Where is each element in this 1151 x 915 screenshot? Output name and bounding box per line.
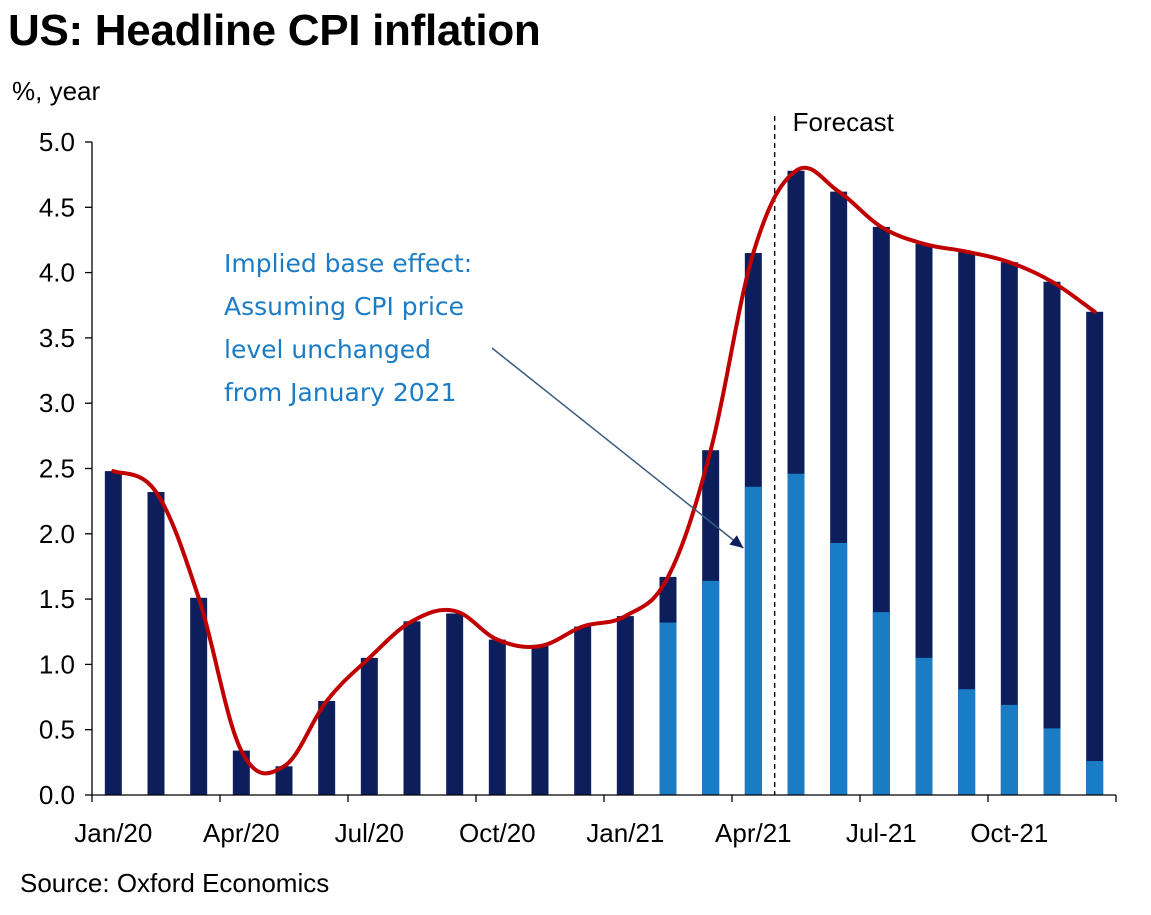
headline-bar-jan-21: [616, 616, 634, 795]
y-tick-label: 3.0: [39, 388, 75, 418]
y-tick-label: 2.5: [39, 454, 75, 484]
base-effect-bar-apr-21: [744, 486, 762, 795]
base-effect-bar-dec-21: [1086, 761, 1104, 795]
headline-bar-oct-21: [1000, 262, 1018, 796]
annotation-line-2: Assuming CPI price: [224, 292, 464, 321]
headline-bar-sep-21: [958, 251, 976, 796]
base-effect-bar-jul-21: [872, 612, 890, 795]
annotation-line-1: Implied base effect:: [224, 249, 472, 278]
headline-bar-dec-20: [574, 626, 592, 795]
forecast-marker: Forecast: [773, 107, 895, 795]
y-tick-label: 0.5: [39, 715, 75, 745]
base-effect-bar-feb-21: [659, 622, 677, 795]
headline-bar-oct-20: [488, 639, 506, 795]
y-tick-label: 4.5: [39, 192, 75, 222]
x-tick-label: Jan/21: [586, 818, 664, 848]
headline-bar-jun-20: [318, 700, 336, 795]
x-tick-label: Jul-21: [846, 818, 917, 848]
x-tick-label: Jan/20: [74, 818, 152, 848]
x-tick-label: Jul/20: [335, 818, 404, 848]
annotation-line-4: from January 2021: [224, 378, 456, 407]
headline-bar-aug-20: [403, 621, 421, 795]
base-effect-bar-aug-21: [915, 657, 933, 795]
x-tick-label: Apr/20: [203, 818, 280, 848]
headline-bar-feb-20: [147, 492, 165, 795]
headline-bar-sep-20: [446, 613, 464, 795]
cpi-line-layer: [111, 165, 1097, 776]
annotation-arrow-head: [729, 535, 744, 548]
base-effect-bar-nov-21: [1043, 728, 1061, 795]
x-tick-label: Apr/21: [715, 818, 792, 848]
headline-bar-dec-21: [1086, 311, 1104, 795]
headline-bar-mar-20: [190, 597, 208, 795]
cpi-line: [111, 165, 1097, 776]
y-tick-label: 1.5: [39, 584, 75, 614]
y-tick-label: 2.0: [39, 519, 75, 549]
annotation-arrow-shaft: [491, 347, 744, 549]
y-axis-ticks: 0.0 0.5 1.0 1.5 2.0 2.5 3.0 3.5 4.0 4.5 5.0: [39, 127, 92, 810]
base-effect-bars: [659, 473, 1104, 795]
annotation-line-3: level unchanged: [224, 335, 431, 364]
base-effect-bar-jun-21: [830, 542, 848, 795]
base-effect-bar-may-21: [787, 473, 805, 795]
x-axis-ticks: Jan/20 Apr/20 Jul/20 Oct/20 Jan/21 Apr/21 Jul-…: [74, 795, 1117, 848]
source-note: Source: Oxford Economics: [20, 868, 330, 898]
y-tick-label: 5.0: [39, 127, 75, 157]
base-effect-annotation: Implied base effect: Assuming CPI price le…: [224, 249, 744, 549]
x-tick-label: Oct-21: [970, 818, 1048, 848]
headline-bar-jan-20: [104, 471, 122, 795]
headline-bar-may-20: [275, 766, 293, 795]
base-effect-bar-mar-21: [702, 580, 720, 795]
y-tick-label: 3.5: [39, 323, 75, 353]
base-effect-bar-sep-21: [958, 689, 976, 795]
headline-bar-nov-20: [531, 646, 549, 795]
y-tick-label: 1.0: [39, 649, 75, 679]
y-axis-unit-label: %, year: [12, 76, 101, 106]
x-tick-label: Oct/20: [459, 818, 536, 848]
headline-bar-aug-21: [915, 243, 933, 796]
y-tick-label: 4.0: [39, 258, 75, 288]
headline-bar-jul-20: [360, 657, 378, 795]
base-effect-bar-oct-21: [1000, 704, 1018, 795]
y-tick-label: 0.0: [39, 780, 75, 810]
chart-title: US: Headline CPI inflation: [8, 6, 541, 55]
forecast-label: Forecast: [793, 107, 895, 137]
headline-bar-nov-21: [1043, 281, 1061, 795]
